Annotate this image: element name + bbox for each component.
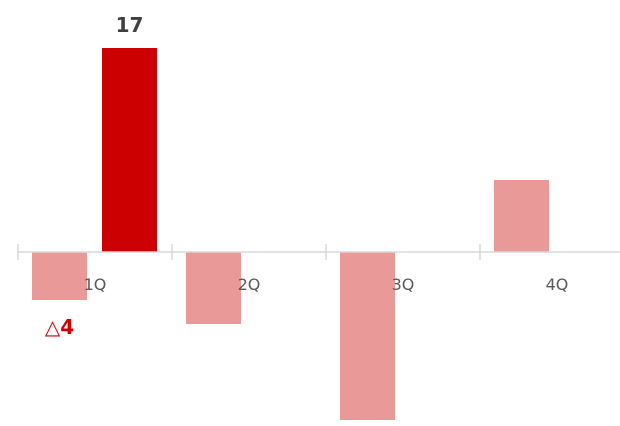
bar-3Q-series-1 <box>340 252 395 420</box>
data-label: △4 <box>45 315 74 339</box>
x-tick-label: 1Q <box>84 275 107 294</box>
bars-layer <box>32 48 549 420</box>
data-label: 17 <box>116 13 144 37</box>
x-tick-label: 4Q <box>546 275 569 294</box>
bar-1Q-series-2 <box>102 48 157 252</box>
x-tick-label: 3Q <box>392 275 415 294</box>
labels-layer: △4 17 <box>45 13 144 339</box>
bar-2Q-series-1 <box>186 252 241 324</box>
x-tick-label: 2Q <box>238 275 261 294</box>
x-axis: 1Q 2Q 3Q 4Q <box>17 244 620 294</box>
bar-4Q-series-1 <box>494 180 549 252</box>
bar-1Q-series-1 <box>32 252 87 300</box>
